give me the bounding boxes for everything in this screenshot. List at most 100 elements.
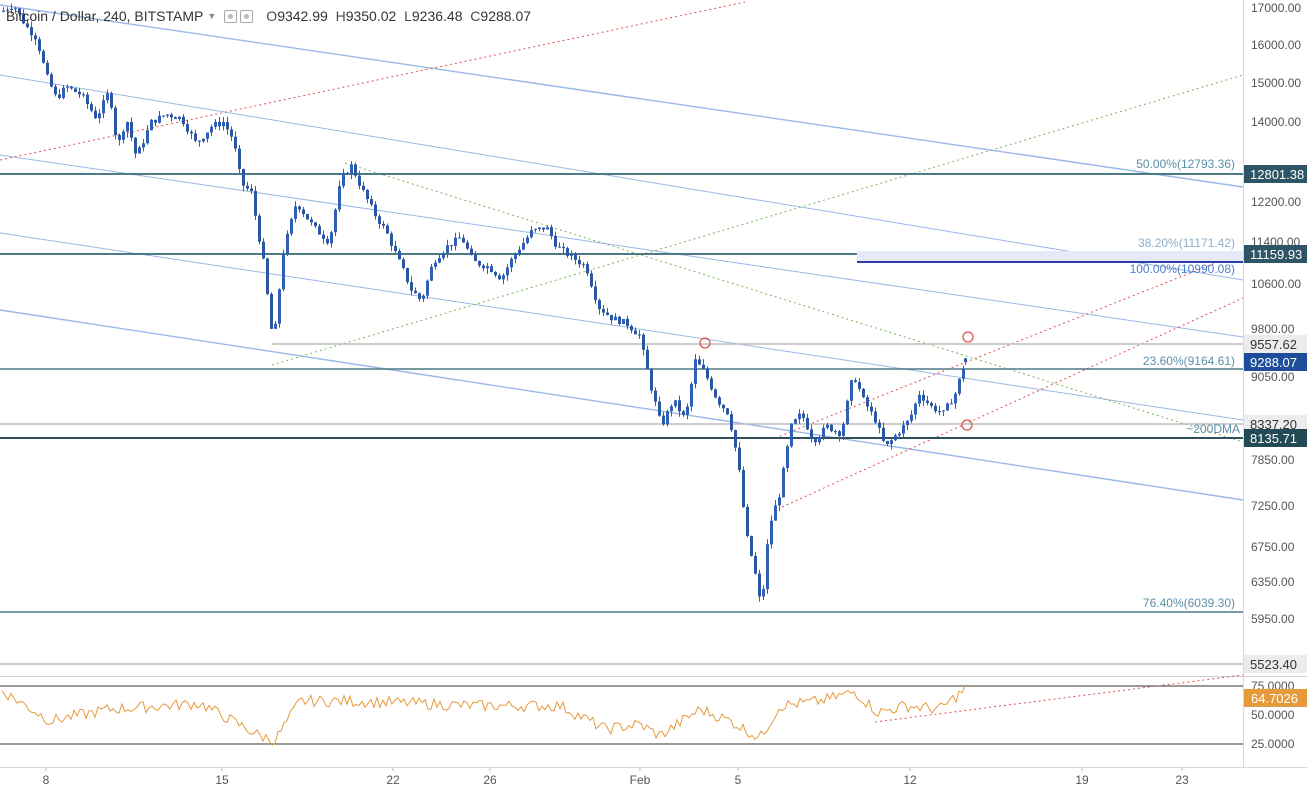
candle-body [754,555,757,574]
price-tick-label: 6350.00 [1251,575,1295,589]
candle-body [370,199,373,205]
candle-body [898,433,901,436]
chevron-down-icon[interactable]: ▼ [207,11,217,21]
candle-body [410,282,413,291]
candle-body [358,175,361,186]
resistance-zone [857,251,1243,262]
candle-body [882,427,885,441]
price-tag-box [1244,353,1307,371]
ohlc-close-value: 9288.07 [480,8,532,24]
candle-body [82,94,85,96]
candle-body [118,135,121,140]
candle-body [62,87,65,98]
candle-body [230,129,233,137]
candle-body [950,403,953,405]
candle-body [186,124,189,132]
price-tag-label: 9288.07 [1250,355,1297,370]
candle-body [830,424,833,432]
red-dotted-trendline [774,251,1244,439]
candle-body [214,121,217,127]
candle-body [250,188,253,191]
candle-body [850,380,853,401]
candle-body [54,86,57,95]
candle-body [222,122,225,127]
candle-body [494,271,497,276]
chart-header: Bitcoin / Dollar, 240, BITSTAMP ▼ O9342.… [6,8,531,24]
candle-body [906,420,909,426]
candle-body [858,382,861,389]
marker-circle [961,419,973,431]
candle-body [86,94,89,105]
candle-body [138,147,141,154]
price-tick-label: 7850.00 [1251,453,1295,467]
candle-body [234,136,237,149]
candle-body [818,437,821,443]
candle-body [310,219,313,223]
candle-body [18,8,21,14]
green-dotted-trendline [271,74,1244,366]
candle-body [698,359,701,365]
candle-body [382,223,385,226]
candle-body [542,227,545,230]
candle-body [398,251,401,260]
candle-body [570,254,573,256]
candle-body [646,349,649,370]
candle-body [266,258,269,295]
x-tick-label: Feb [630,773,651,787]
candle-body [598,300,601,310]
ohlc-low-label: L [404,8,412,24]
price-tag-box [1244,245,1307,263]
price-tag-box [1244,165,1307,183]
candle-body [634,330,637,335]
candle-body [506,267,509,276]
candle-body [710,378,713,390]
candle-body [2,10,5,12]
price-tick-label: 6750.00 [1251,540,1295,554]
candle-body [58,94,61,98]
candle-body [426,280,429,296]
candle-body [322,234,325,239]
settings-icon[interactable] [240,9,254,23]
candle-body [842,424,845,436]
x-tick-label: 26 [483,773,497,787]
candle-body [586,264,589,274]
candle-body [534,229,537,231]
candle-body [514,253,517,259]
fib-annotation: 50.00%(12793.36) [1136,157,1235,171]
candle-body [226,122,229,130]
candle-body [490,266,493,272]
price-tick-label: 9800.00 [1251,322,1295,336]
ohlc-readout: O9342.99 H9350.02 L9236.48 C9288.07 [266,8,531,24]
candle-body [34,35,37,40]
candle-body [434,262,437,267]
candle-body [794,419,797,424]
candle-body [122,131,125,140]
candle-body [810,429,813,439]
candle-body [654,390,657,402]
candle-body [638,334,641,336]
candle-body [814,438,817,443]
candle-body [114,107,117,136]
candle-body [618,316,621,324]
fib-annotation: 100.00%(10990.08) [1130,262,1235,276]
candle-body [134,137,137,154]
marker-circle [962,331,974,343]
visibility-icon[interactable] [224,9,238,23]
candle-body [622,318,625,324]
candle-body [530,230,533,238]
candle-body [42,51,45,63]
candle-body [470,248,473,255]
candle-body [498,275,501,280]
x-tick-label: 12 [903,773,917,787]
candle-body [282,253,285,290]
candle-body [22,13,25,24]
candle-body [202,138,205,142]
candle-body [302,209,305,215]
candle-body [522,242,525,250]
candle-body [474,254,477,261]
candle-body [758,573,761,597]
symbol-title[interactable]: Bitcoin / Dollar, 240, BITSTAMP [6,8,204,24]
candle-body [782,468,785,498]
candle-body [306,214,309,220]
